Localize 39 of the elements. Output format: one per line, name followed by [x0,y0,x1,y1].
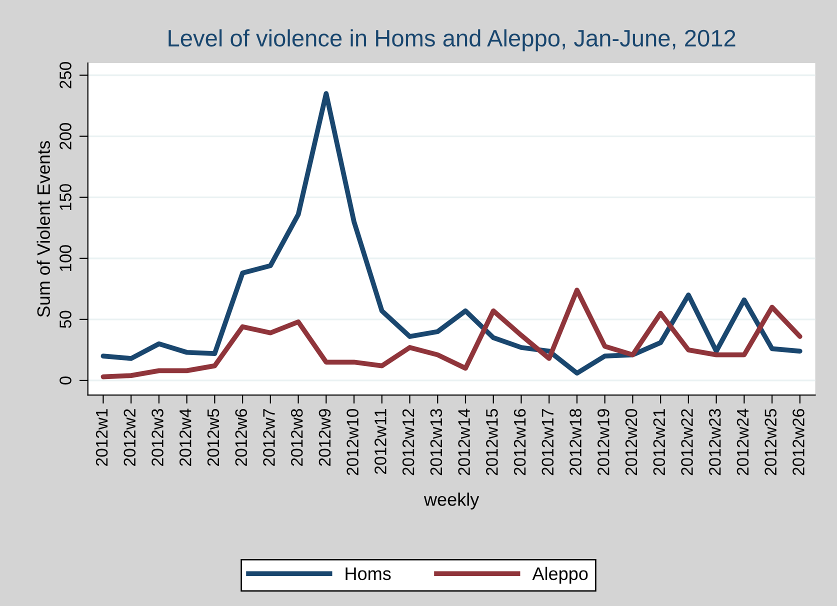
legend-label: Homs [346,568,391,580]
y-tick-label: 100 [60,245,72,271]
x-tick-label: 2012w16 [514,409,526,476]
x-tick-label: 2012w25 [764,409,777,476]
x-axis-title: weekly [424,492,480,510]
line-series [100,91,802,376]
x-tick-label: 2012w3 [152,409,164,466]
x-tick-label: 2012w26 [792,409,804,476]
x-tick-label: 2012w4 [179,408,192,466]
y-tick-label: 200 [60,123,72,150]
x-tick-label: 2012w18 [570,409,582,476]
x-tick-label: 2012w8 [290,409,303,466]
x-tick-label: 2012w2 [124,409,136,466]
x-tick-label: 2012w1 [96,409,108,466]
x-tick-label: 2012w21 [653,409,666,476]
x-tick-label: 2012w12 [402,409,414,476]
y-tick-label: 50 [60,310,72,328]
chart-title: Level of violence in Homs and Aleppo, Jan-June, 2012 [168,29,736,52]
x-tick-label: 2012w10 [346,408,358,476]
x-tick-label: 2012w7 [263,409,275,466]
x-tick-label: 2012w17 [542,409,554,476]
x-tick-label: 2012w5 [207,409,220,466]
x-tick-label: 2012w22 [681,409,693,476]
y-tick-label: 0 [60,376,72,384]
x-tick-label: 2012w19 [598,409,610,476]
y-tick-label: 150 [60,184,72,210]
y-tick-label: 250 [60,62,72,88]
legend-label: Aleppo [532,566,588,584]
x-tick-label: 2012w13 [430,409,442,476]
x-tick-label: 2012w6 [235,409,248,466]
x-tick-label: 2012w15 [486,409,498,476]
x-tick-label: 2012w24 [736,408,749,476]
y-axis-title: Sum of Violent Events [36,141,50,317]
x-tick-label: 2012w14 [458,408,470,476]
x-tick-label: 2012w11 [374,409,386,474]
x-tick-label: 2012w23 [708,409,721,476]
x-tick-label: 2012w9 [318,409,331,466]
x-tick-label: 2012w20 [625,408,638,476]
line-series [100,288,802,380]
